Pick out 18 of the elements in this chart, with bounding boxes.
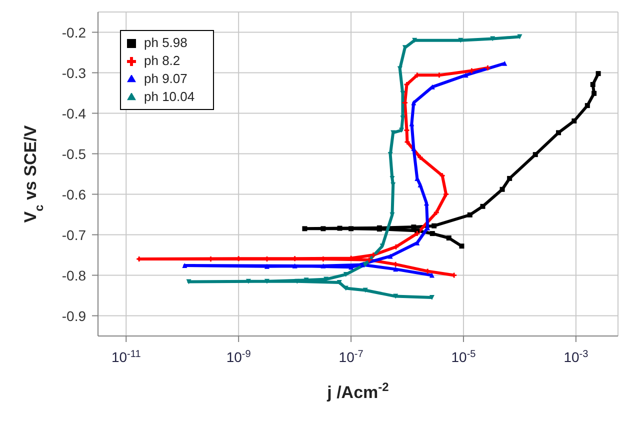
- x-tick-label: 10$^{-3}$: [564, 348, 589, 365]
- x-tick-label: 10$^{-5}$: [451, 348, 476, 365]
- y-tick-label: -0.9: [62, 308, 86, 324]
- x-axis-title: j /Acm$^{-2}$: [326, 380, 390, 402]
- y-tick-label: -0.8: [62, 267, 86, 284]
- legend-label: ph 10.04: [144, 89, 195, 104]
- x-tick-label: 10$^{-11}$: [111, 348, 142, 365]
- y-tick-label: -0.6: [62, 186, 86, 202]
- y-tick-label: -0.7: [62, 226, 86, 243]
- legend-label: ph 8.2: [144, 53, 180, 68]
- y-tick-label: -0.2: [62, 24, 86, 40]
- x-tick-label: 10$^{-9}$: [226, 348, 252, 365]
- x-tick-label: 10$^{-7}$: [338, 348, 364, 365]
- y-tick-label: -0.5: [62, 146, 86, 162]
- y-tick-label: -0.3: [62, 64, 86, 81]
- legend-label: ph 5.98: [144, 35, 188, 50]
- legend-label: ph 9.07: [144, 71, 188, 86]
- y-tick-label: -0.4: [62, 105, 86, 122]
